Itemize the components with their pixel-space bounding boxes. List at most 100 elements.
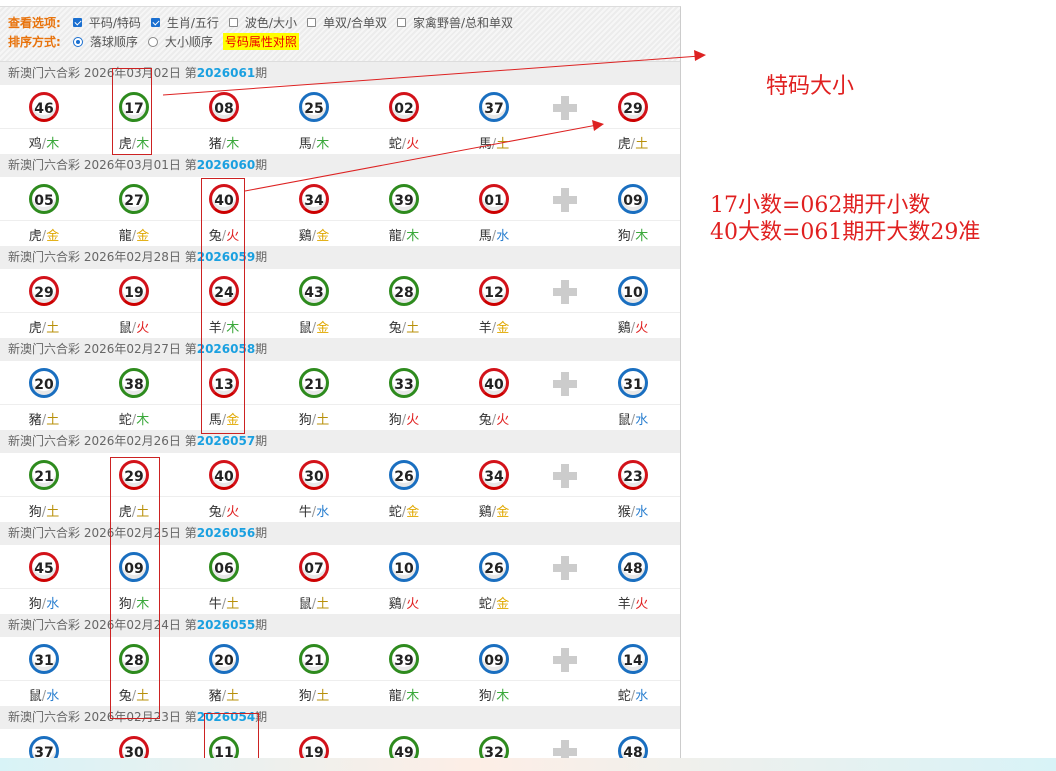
separator: / <box>401 321 407 336</box>
draw-block: 新澳门六合彩 2026年02月24日 第2026055期 31 28 20 21 39 09… <box>0 614 680 706</box>
zodiac-element: 羊/火 <box>618 593 648 612</box>
draw-issue: 2026056 <box>196 526 256 540</box>
checkbox-label[interactable]: 平码/特码 <box>88 16 141 30</box>
zodiac: 狗 <box>478 689 492 704</box>
element: 火 <box>226 505 240 520</box>
element: 土 <box>226 689 240 704</box>
checkbox-4[interactable] <box>397 18 406 27</box>
ball: 13 <box>209 368 239 398</box>
element: 木 <box>136 597 150 612</box>
separator: / <box>630 229 636 244</box>
zodiac: 龍 <box>118 229 132 244</box>
ball: 34 <box>479 460 509 490</box>
zodiac-element: 狗/木 <box>618 225 648 244</box>
zodiac: 龍 <box>388 689 402 704</box>
draw-issue: 2026060 <box>196 158 256 172</box>
radio-1[interactable] <box>147 36 158 47</box>
ball: 43 <box>299 276 329 306</box>
checkbox-label[interactable]: 波色/大小 <box>244 16 297 30</box>
draw-issue: 2026058 <box>196 342 256 356</box>
plus-icon <box>553 372 577 396</box>
element: 土 <box>46 321 60 336</box>
checkbox-label[interactable]: 生肖/五行 <box>166 16 219 30</box>
checkbox-label[interactable]: 家禽野兽/总和单双 <box>413 16 514 30</box>
draw-suffix: 期 <box>255 66 268 80</box>
radio-label[interactable]: 大小顺序 <box>164 35 213 49</box>
element: 土 <box>46 413 60 428</box>
ball-row: 46 17 08 25 02 37 29 <box>0 85 680 129</box>
separator: / <box>221 689 227 704</box>
ball: 26 <box>389 460 419 490</box>
zodiac-element: 牛/土 <box>209 593 239 612</box>
checkbox-2[interactable] <box>228 18 238 27</box>
separator: / <box>401 505 407 520</box>
zodiac: 虎 <box>617 137 631 152</box>
draw-date: 新澳门六合彩 2026年02月23日 第 <box>8 710 197 724</box>
checkbox-label[interactable]: 单双/合单双 <box>322 16 387 30</box>
ball: 46 <box>29 92 59 122</box>
element: 土 <box>316 689 330 704</box>
ball-row: 05 27 40 34 39 01 09 <box>0 177 680 221</box>
ball: 30 <box>299 460 329 490</box>
zodiac-element: 鷄/金 <box>479 501 509 520</box>
checkbox-1[interactable] <box>150 18 160 27</box>
element: 金 <box>316 229 330 244</box>
zodiac-element: 蛇/金 <box>389 501 419 520</box>
separator: / <box>41 321 47 336</box>
element: 金 <box>46 229 60 244</box>
draw-suffix: 期 <box>255 434 268 448</box>
element: 火 <box>226 229 240 244</box>
zodiac: 猴 <box>617 505 631 520</box>
ball: 33 <box>389 368 419 398</box>
ball: 25 <box>299 92 329 122</box>
separator: / <box>131 689 137 704</box>
zodiac-element: 蛇/金 <box>479 593 509 612</box>
element: 火 <box>406 413 420 428</box>
checkbox-0[interactable] <box>72 18 82 27</box>
separator: / <box>41 137 47 152</box>
ball: 40 <box>209 184 239 214</box>
ball: 01 <box>479 184 509 214</box>
special-ball: 48 <box>618 552 648 582</box>
ball: 06 <box>209 552 239 582</box>
separator: / <box>630 505 636 520</box>
separator: / <box>311 597 317 612</box>
separator: / <box>41 505 47 520</box>
separator: / <box>41 597 47 612</box>
separator: / <box>491 689 497 704</box>
ball: 21 <box>29 460 59 490</box>
radio-0[interactable] <box>72 36 83 47</box>
element: 水 <box>635 689 649 704</box>
zodiac-element: 蛇/木 <box>119 409 149 428</box>
ball: 27 <box>119 184 149 214</box>
plus-icon <box>553 556 577 580</box>
separator: / <box>311 689 317 704</box>
draw-issue: 2026054 <box>196 710 256 724</box>
annotation-line-2: 40大数=061期开大数29准 <box>710 220 981 245</box>
zodiac-element: 狗/土 <box>299 685 329 704</box>
draw-title: 新澳门六合彩 2026年02月28日 第2026059期 <box>0 246 680 269</box>
zodiac: 鸡 <box>28 137 42 152</box>
separator: / <box>491 597 497 612</box>
attribute-compare-link[interactable]: 号码属性对照 <box>222 33 299 50</box>
separator: / <box>221 137 227 152</box>
checkbox-3[interactable] <box>306 18 316 27</box>
ball: 39 <box>389 184 419 214</box>
element: 金 <box>496 321 510 336</box>
zodiac-element: 虎/土 <box>29 317 59 336</box>
element: 火 <box>406 597 420 612</box>
zodiac: 鷄 <box>388 597 402 612</box>
zodiac-element: 兔/火 <box>479 409 509 428</box>
zodiac-element: 狗/水 <box>29 593 59 612</box>
ball: 21 <box>299 368 329 398</box>
zodiac: 羊 <box>208 321 222 336</box>
radio-label[interactable]: 落球顺序 <box>89 35 138 49</box>
separator: / <box>311 229 317 244</box>
zodiac-row: 狗/土 虎/土 兔/火 牛/水 蛇/金 鷄/金 猴/水 <box>0 497 680 522</box>
draw-block: 新澳门六合彩 2026年03月01日 第2026060期 05 27 40 34 39 01… <box>0 154 680 246</box>
draw-issue: 2026059 <box>196 250 256 264</box>
zodiac: 牛 <box>298 505 312 520</box>
ball: 02 <box>389 92 419 122</box>
draw-date: 新澳门六合彩 2026年02月24日 第 <box>8 618 197 632</box>
separator: / <box>491 505 497 520</box>
